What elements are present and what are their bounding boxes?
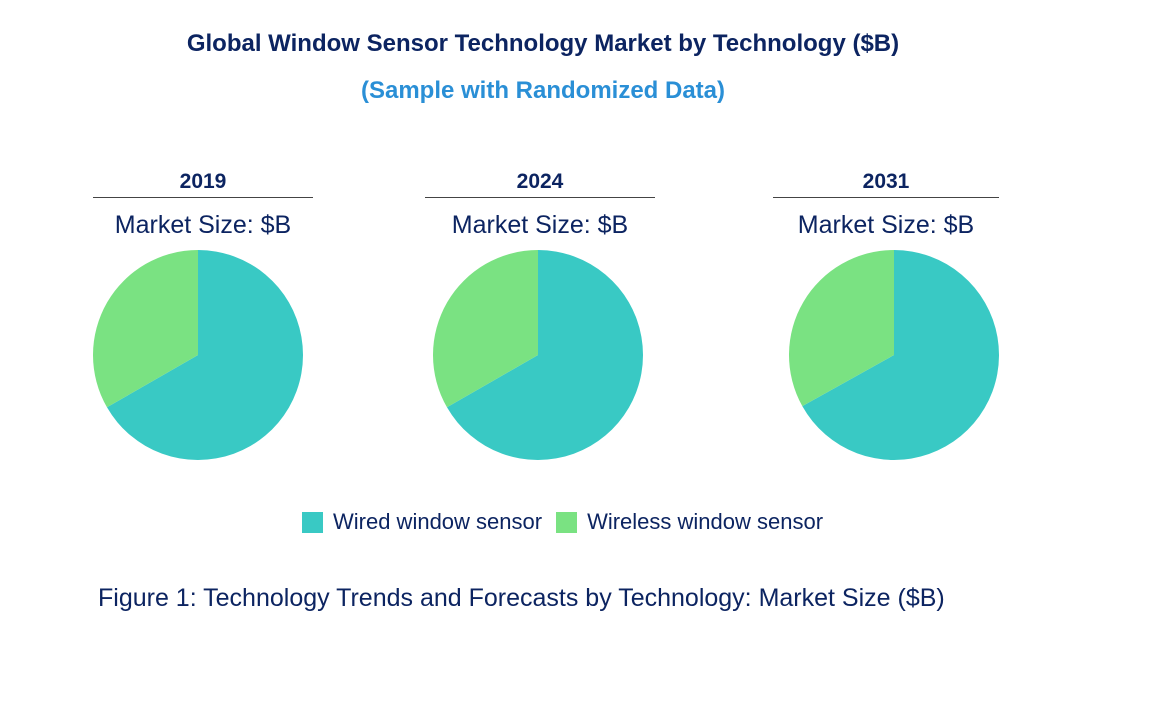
- legend: Wired window sensor Wireless window sens…: [302, 509, 837, 535]
- legend-label-wireless: Wireless window sensor: [587, 509, 824, 534]
- pie-year-label: 2019: [179, 170, 227, 193]
- pie-slice-2024-wired: [446, 250, 643, 460]
- pie-year-label: 2024: [516, 170, 564, 193]
- market-size-label: Market Size: $B: [114, 211, 292, 239]
- pie-slice-2031-wired: [802, 250, 1000, 460]
- market-size-label: Market Size: $B: [451, 211, 629, 239]
- legend-item-wireless: Wireless window sensor: [556, 509, 823, 535]
- pie-slice-2031-wireless: [789, 250, 894, 407]
- pie-slice-2019-wireless: [92, 250, 198, 408]
- market-size-label: Market Size: $B: [797, 211, 975, 239]
- year-underline: [93, 197, 313, 198]
- pie-slice-2019-wired: [106, 250, 303, 460]
- year-underline: [773, 197, 999, 198]
- figure-caption: Figure 1: Technology Trends and Forecast…: [98, 584, 945, 612]
- pie-slice-2024-wireless: [432, 250, 538, 408]
- legend-item-wired: Wired window sensor: [302, 509, 542, 535]
- year-underline: [425, 197, 655, 198]
- chart-title: Global Window Sensor Technology Market b…: [186, 30, 900, 57]
- chart-subtitle: (Sample with Randomized Data): [360, 77, 726, 104]
- legend-swatch-wireless: [556, 511, 578, 533]
- legend-swatch-wired: [302, 511, 323, 533]
- pie-year-label: 2031: [862, 170, 910, 193]
- legend-label-wired: Wired window sensor: [333, 509, 543, 534]
